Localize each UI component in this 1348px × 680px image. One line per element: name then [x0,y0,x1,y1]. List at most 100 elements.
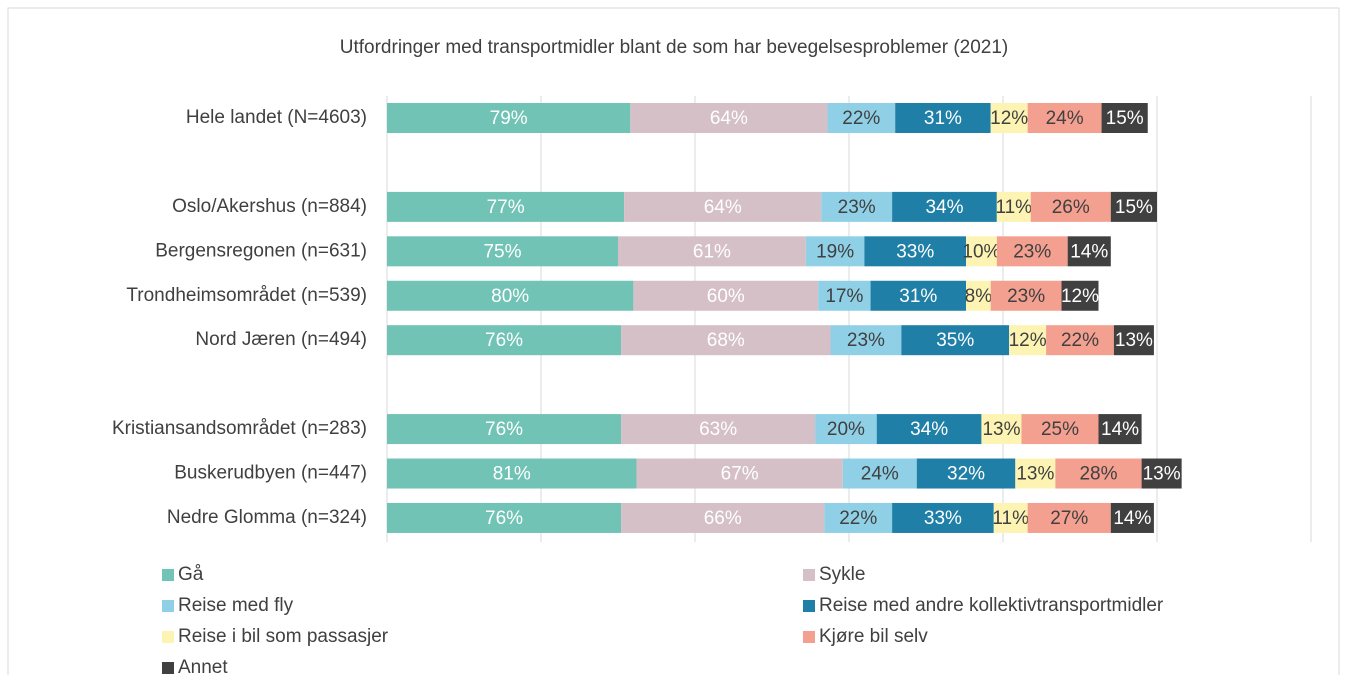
data-label: 12% [990,108,1028,129]
data-label: 15% [1106,108,1144,129]
bar-segment [870,280,967,311]
data-label: 63% [699,419,737,440]
data-label: 22% [839,508,877,529]
data-label: 13% [1115,330,1153,351]
bar-segment [805,236,865,267]
data-label: 34% [910,419,948,440]
bar-segment [993,502,1028,533]
data-label: 64% [704,197,742,218]
legend-label: Reise med andre kollektivtransportmidler [819,595,1164,616]
data-label: 61% [693,241,731,262]
bar-segment [1101,103,1148,133]
bar-segment [1046,325,1114,356]
bar-segment [1110,502,1154,533]
data-label: 77% [487,197,525,218]
data-label: 35% [936,330,974,351]
data-label: 24% [1046,108,1084,129]
data-label: 81% [493,464,531,485]
bar-segment [618,236,806,267]
data-label: 22% [842,108,880,129]
data-label: 76% [485,419,523,440]
bar-segment [387,191,625,222]
bar-segment [966,280,991,311]
data-label: 33% [924,508,962,529]
bar-segment [892,502,994,533]
y-tick-label: Trondheimsområdet (n=539) [126,285,367,306]
y-tick-label: Bergensregonen (n=631) [155,240,367,261]
data-label: 34% [925,197,963,218]
data-label: 15% [1115,197,1153,218]
bar-segment [895,103,991,133]
bar-segment [1009,325,1047,356]
data-label: 80% [491,286,529,307]
bar-segment [387,280,634,311]
legend-swatch [803,569,815,581]
data-label: 27% [1050,508,1088,529]
bar-segment [815,414,877,445]
bar-segment [621,414,816,445]
data-label: 25% [1041,419,1079,440]
legend-swatch [162,631,174,643]
legend-swatch [162,600,174,612]
y-tick-label: Nedre Glomma (n=324) [167,507,367,528]
bar-segment [1110,191,1157,222]
y-tick-label: Kristiansandsområdet (n=283) [112,418,367,439]
data-label: 23% [847,330,885,351]
bar-segment [1015,458,1056,489]
bar-segment [624,191,822,222]
data-label: 33% [896,241,934,262]
bar-segment [1021,414,1099,445]
bar-segment [1113,325,1154,356]
data-label: 23% [1013,241,1051,262]
bar-segment [1030,191,1111,222]
chart-title: Utfordringer med transportmidler blant d… [340,37,1009,58]
bar-segment [824,502,893,533]
bar-segment [1141,458,1182,489]
data-label: 12% [1061,286,1099,307]
y-tick-label: Hele landet (N=4603) [186,107,367,128]
data-label: 26% [1052,197,1090,218]
data-label: 13% [1016,464,1054,485]
legend-swatch [162,662,174,674]
y-tick-label: Nord Jæren (n=494) [195,329,367,350]
bar-segment [821,191,893,222]
bar-segment [981,414,1022,445]
data-label: 79% [490,108,528,129]
data-label: 8% [965,286,993,307]
legend-label: Reise med fly [178,595,294,616]
bar-segment [387,236,618,267]
bar-segment [830,325,902,356]
bar-segment [1027,502,1111,533]
data-label: 17% [825,286,863,307]
bar-segment [892,191,997,222]
data-label: 12% [1009,330,1047,351]
data-label: 11% [992,508,1029,529]
legend-swatch [803,631,815,643]
data-label: 20% [827,419,865,440]
data-label: 31% [899,286,937,307]
bar-segment [842,458,917,489]
y-tick-label: Buskerudbyen (n=447) [174,463,367,484]
data-label: 31% [924,108,962,129]
data-label: 23% [838,197,876,218]
bar-segment [1055,458,1142,489]
data-label: 14% [1101,419,1139,440]
data-label: 60% [707,286,745,307]
data-label: 19% [816,241,854,262]
data-label: 67% [721,464,759,485]
data-label: 13% [982,419,1020,440]
data-label: 13% [1143,464,1181,485]
bar-segment [990,280,1062,311]
bar-segment [387,325,622,356]
bar-segment [916,458,1016,489]
bar-segment [621,502,825,533]
bar-segment [901,325,1010,356]
legend-label: Kjøre bil selv [819,626,928,647]
data-label: 24% [861,464,899,485]
data-label: 11% [995,197,1032,218]
bar-segment [636,458,843,489]
data-label: 66% [704,508,742,529]
legend-swatch [162,569,174,581]
data-label: 75% [483,241,521,262]
legend-label: Annet [178,657,228,675]
